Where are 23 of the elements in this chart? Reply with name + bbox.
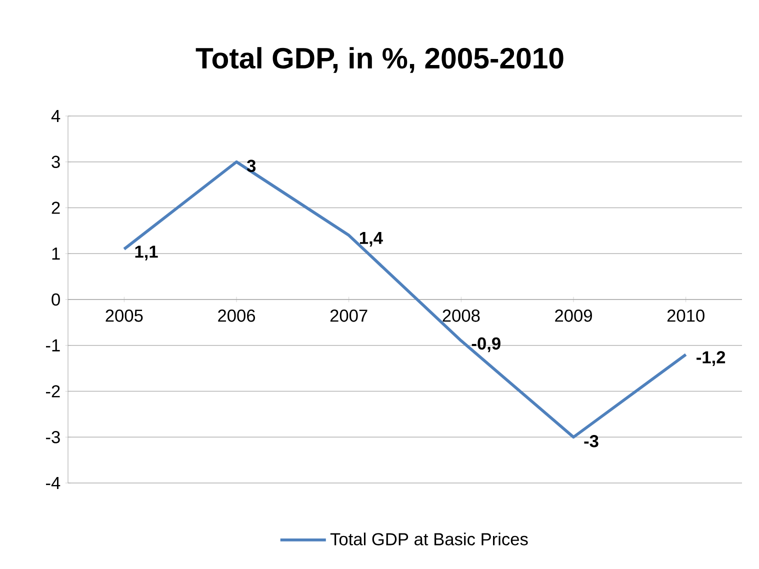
y-tick-label: -4: [46, 477, 60, 489]
y-tick-label: -1: [46, 339, 60, 352]
x-tick-label: 2006: [218, 310, 256, 322]
data-label: 1,4: [360, 232, 383, 247]
y-tick-label: 0: [52, 293, 60, 306]
x-tick-label: 2007: [330, 310, 368, 322]
y-tick-label: -3: [46, 430, 60, 444]
y-tick-label: 3: [52, 156, 60, 168]
y-tick-label: 1: [52, 248, 60, 260]
x-tick-label: 2009: [555, 310, 592, 322]
data-label: -3: [584, 434, 598, 448]
x-tick-label: 2010: [667, 310, 704, 322]
legend-label: Total GDP at Basic Prices: [330, 532, 528, 546]
y-tick-label: 4: [51, 110, 60, 122]
chart-title: Total GDP, in %, 2005-2010: [196, 47, 564, 73]
data-label: -0,9: [472, 337, 500, 352]
y-tick-label: -2: [46, 385, 60, 398]
y-tick-label: 2: [52, 202, 60, 214]
x-tick-label: 2005: [106, 310, 143, 322]
x-tick-label: 2008: [442, 310, 480, 322]
data-label: 1,1: [135, 246, 158, 260]
data-label: 3: [246, 160, 256, 172]
data-label: -1,2: [696, 351, 726, 366]
